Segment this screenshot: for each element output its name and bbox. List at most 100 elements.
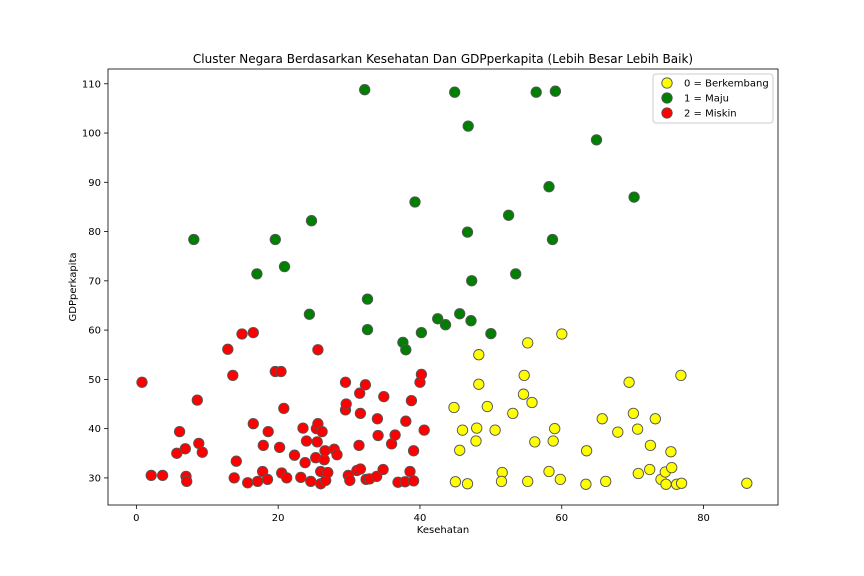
data-point-series-0-28 — [631, 423, 644, 435]
data-point-series-0-31 — [644, 439, 657, 452]
y-tick-label-5: 80 — [88, 227, 101, 238]
data-point-series-2-23 — [262, 425, 274, 438]
data-point-series-2-29 — [281, 472, 293, 484]
data-point-series-2-33 — [299, 456, 311, 469]
data-point-series-0-37 — [666, 461, 678, 474]
data-point-series-0-21 — [580, 445, 593, 457]
data-point-series-1-2 — [530, 86, 542, 98]
x-axis-ticks: 0 20 40 60 80 — [133, 505, 710, 524]
data-point-series-2-69 — [389, 429, 401, 441]
data-point-series-0-7 — [481, 400, 493, 413]
data-point-series-2-46 — [319, 445, 331, 457]
data-point-series-2-49 — [331, 449, 343, 461]
data-point-series-2-78 — [415, 368, 428, 381]
data-point-series-0-15 — [529, 436, 541, 448]
data-point-series-2-17 — [247, 326, 259, 339]
legend-label-0: 0 = Berkembang — [684, 79, 769, 90]
data-point-series-0-42 — [449, 476, 462, 488]
data-point-series-2-22 — [261, 473, 274, 486]
data-point-series-2-40 — [312, 344, 324, 356]
data-point-series-2-58 — [354, 463, 367, 475]
data-point-series-0-27 — [627, 407, 640, 420]
data-point-series-0-18 — [549, 422, 561, 435]
data-point-series-2-76 — [407, 475, 420, 487]
x-tick-label-0: 0 — [133, 513, 139, 524]
data-point-series-0-13 — [522, 337, 534, 349]
legend-label-1: 1 = Maju — [684, 94, 729, 105]
legend-marker-0 — [661, 77, 673, 89]
y-tick-label-4: 70 — [88, 276, 101, 287]
data-point-series-2-8 — [191, 394, 203, 406]
y-tick-label-2: 50 — [88, 375, 101, 386]
data-point-series-2-16 — [242, 477, 254, 489]
data-point-series-0-23 — [596, 413, 608, 425]
data-point-series-2-11 — [222, 343, 234, 355]
data-point-series-2-31 — [295, 471, 307, 484]
data-point-series-0-10 — [507, 407, 519, 420]
data-point-series-2-66 — [377, 463, 389, 476]
y-axis-ticks: 30 40 50 60 70 80 90 100 110 — [82, 79, 108, 484]
data-point-series-2-59 — [354, 407, 367, 420]
data-point-series-1-0 — [359, 84, 371, 96]
chart-title: Cluster Negara Berdasarkan Kesehatan Dan… — [193, 52, 693, 66]
data-point-series-2-54 — [344, 474, 356, 487]
data-point-series-2-67 — [378, 390, 390, 403]
y-axis-label: GDPperkapita — [68, 252, 79, 321]
data-point-series-0-20 — [556, 328, 568, 340]
data-point-series-2-34 — [300, 435, 313, 447]
data-point-series-2-30 — [288, 449, 301, 461]
data-point-series-0-22 — [580, 478, 592, 490]
data-point-series-0-14 — [526, 396, 538, 409]
data-point-series-2-74 — [405, 394, 418, 407]
data-point-series-2-38 — [311, 436, 323, 448]
data-point-series-0-45 — [522, 475, 534, 488]
data-point-series-1-12 — [305, 215, 318, 227]
y-tick-label-7: 100 — [82, 129, 101, 140]
data-point-series-1-8 — [409, 196, 421, 208]
data-point-series-0-19 — [554, 473, 566, 486]
data-point-series-1-18 — [510, 268, 522, 280]
data-point-series-1-14 — [546, 233, 559, 246]
data-point-series-2-47 — [322, 466, 334, 479]
data-point-series-2-19 — [251, 475, 264, 488]
data-point-series-0-25 — [612, 426, 624, 438]
data-point-series-1-29 — [415, 326, 428, 339]
data-point-series-1-1 — [449, 86, 461, 98]
data-point-series-2-32 — [297, 422, 309, 434]
data-point-series-2-75 — [407, 445, 420, 457]
legend-marker-2 — [661, 107, 673, 119]
data-point-series-0-8 — [489, 424, 501, 436]
data-point-series-0-24 — [600, 475, 612, 488]
data-point-series-0-2 — [456, 424, 469, 436]
legend-label-2: 2 = Miskin — [684, 109, 737, 120]
data-point-series-2-65 — [372, 429, 384, 442]
plot-frame — [107, 68, 779, 506]
data-point-series-2-57 — [354, 387, 366, 399]
x-tick-label-4: 80 — [697, 513, 710, 524]
data-point-series-2-10 — [196, 446, 208, 458]
data-point-series-2-2 — [156, 469, 169, 482]
data-point-series-1-10 — [188, 233, 200, 246]
data-point-series-1-26 — [361, 323, 374, 336]
data-point-series-1-21 — [432, 313, 444, 325]
data-point-series-0-1 — [454, 444, 466, 456]
data-point-series-1-6 — [543, 181, 555, 193]
data-point-series-0-44 — [495, 475, 508, 488]
data-point-series-2-64 — [371, 413, 384, 425]
data-point-series-2-21 — [257, 439, 269, 452]
data-point-series-0-26 — [623, 376, 635, 388]
data-point-series-2-15 — [236, 328, 248, 340]
data-point-series-1-17 — [466, 275, 478, 287]
data-point-series-2-3 — [173, 425, 186, 438]
data-point-series-0-30 — [644, 463, 656, 476]
data-point-series-0-17 — [547, 435, 559, 447]
data-point-series-0-16 — [543, 465, 555, 478]
data-point-series-1-5 — [590, 134, 603, 146]
data-point-series-2-52 — [340, 398, 352, 410]
data-point-series-1-4 — [462, 120, 474, 132]
data-point-series-1-28 — [400, 344, 412, 356]
data-point-series-2-43 — [316, 425, 328, 438]
data-point-series-0-3 — [470, 435, 482, 447]
data-point-series-0-6 — [473, 378, 485, 390]
